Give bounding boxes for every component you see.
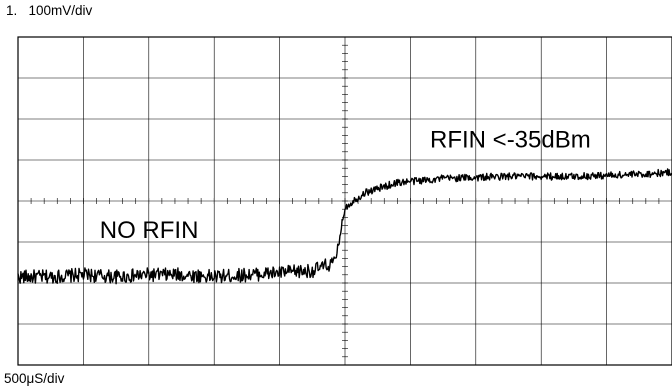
- graticule: [17, 36, 672, 366]
- signal-trace: [17, 168, 672, 285]
- timebase-label: 500μS/div: [4, 371, 65, 386]
- trace-group: [17, 168, 672, 285]
- channel-scale-label: 1. 100mV/div: [6, 3, 93, 18]
- annotation-1: NO RFIN: [100, 217, 199, 244]
- annotation-group: NO RFIN RFIN <-35dBm: [100, 127, 591, 244]
- annotation-2: RFIN <-35dBm: [430, 127, 591, 154]
